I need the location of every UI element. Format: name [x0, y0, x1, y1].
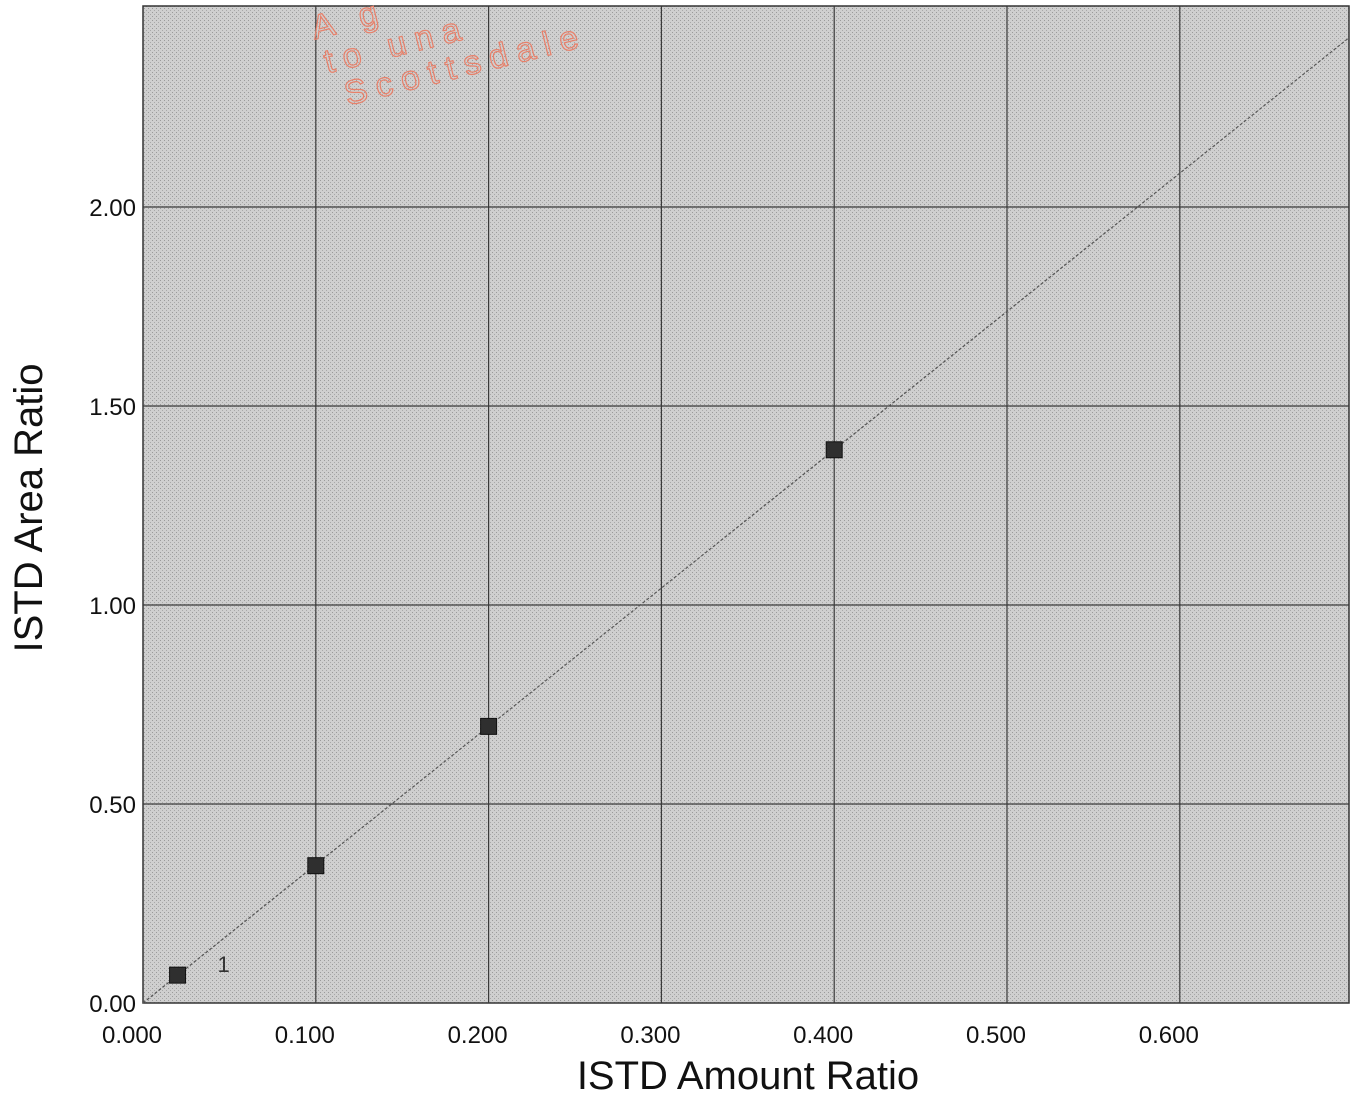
data-point-1 — [307, 857, 325, 875]
x-tick-label-2: 0.200 — [448, 1022, 508, 1049]
x-tick-label-1: 0.100 — [275, 1022, 335, 1049]
x-tick-label-0: 0.000 — [102, 1022, 162, 1049]
x-tick-label-3: 0.300 — [620, 1022, 680, 1049]
y-axis-title: ISTD Area Ratio — [7, 363, 51, 652]
x-tick-label-5: 0.500 — [966, 1022, 1026, 1049]
fit-line-group — [142, 37, 1350, 1004]
y-tick-label-3: 1.50 — [89, 394, 136, 421]
y-tick-label-1: 0.50 — [89, 792, 136, 819]
y-tick-label-2: 1.00 — [89, 593, 136, 620]
plot-area — [142, 5, 1350, 1004]
x-tick-labels: 0.000 0.100 0.200 0.300 0.400 0.500 0.600 — [102, 1022, 1199, 1049]
grid-lines — [143, 6, 1349, 1003]
x-tick-label-4: 0.400 — [793, 1022, 853, 1049]
data-point-0 — [169, 966, 187, 984]
y-tick-labels: 0.00 0.50 1.00 1.50 2.00 — [89, 195, 136, 1018]
data-points: 1 — [169, 441, 843, 984]
fit-line — [142, 37, 1350, 1004]
data-point-2 — [480, 717, 498, 735]
y-tick-label-0: 0.00 — [89, 991, 136, 1018]
data-point-label-0: 1 — [218, 952, 230, 977]
x-axis-title: ISTD Amount Ratio — [577, 1054, 919, 1098]
data-point-3 — [825, 441, 843, 459]
x-tick-label-6: 0.600 — [1139, 1022, 1199, 1049]
y-tick-label-4: 2.00 — [89, 195, 136, 222]
